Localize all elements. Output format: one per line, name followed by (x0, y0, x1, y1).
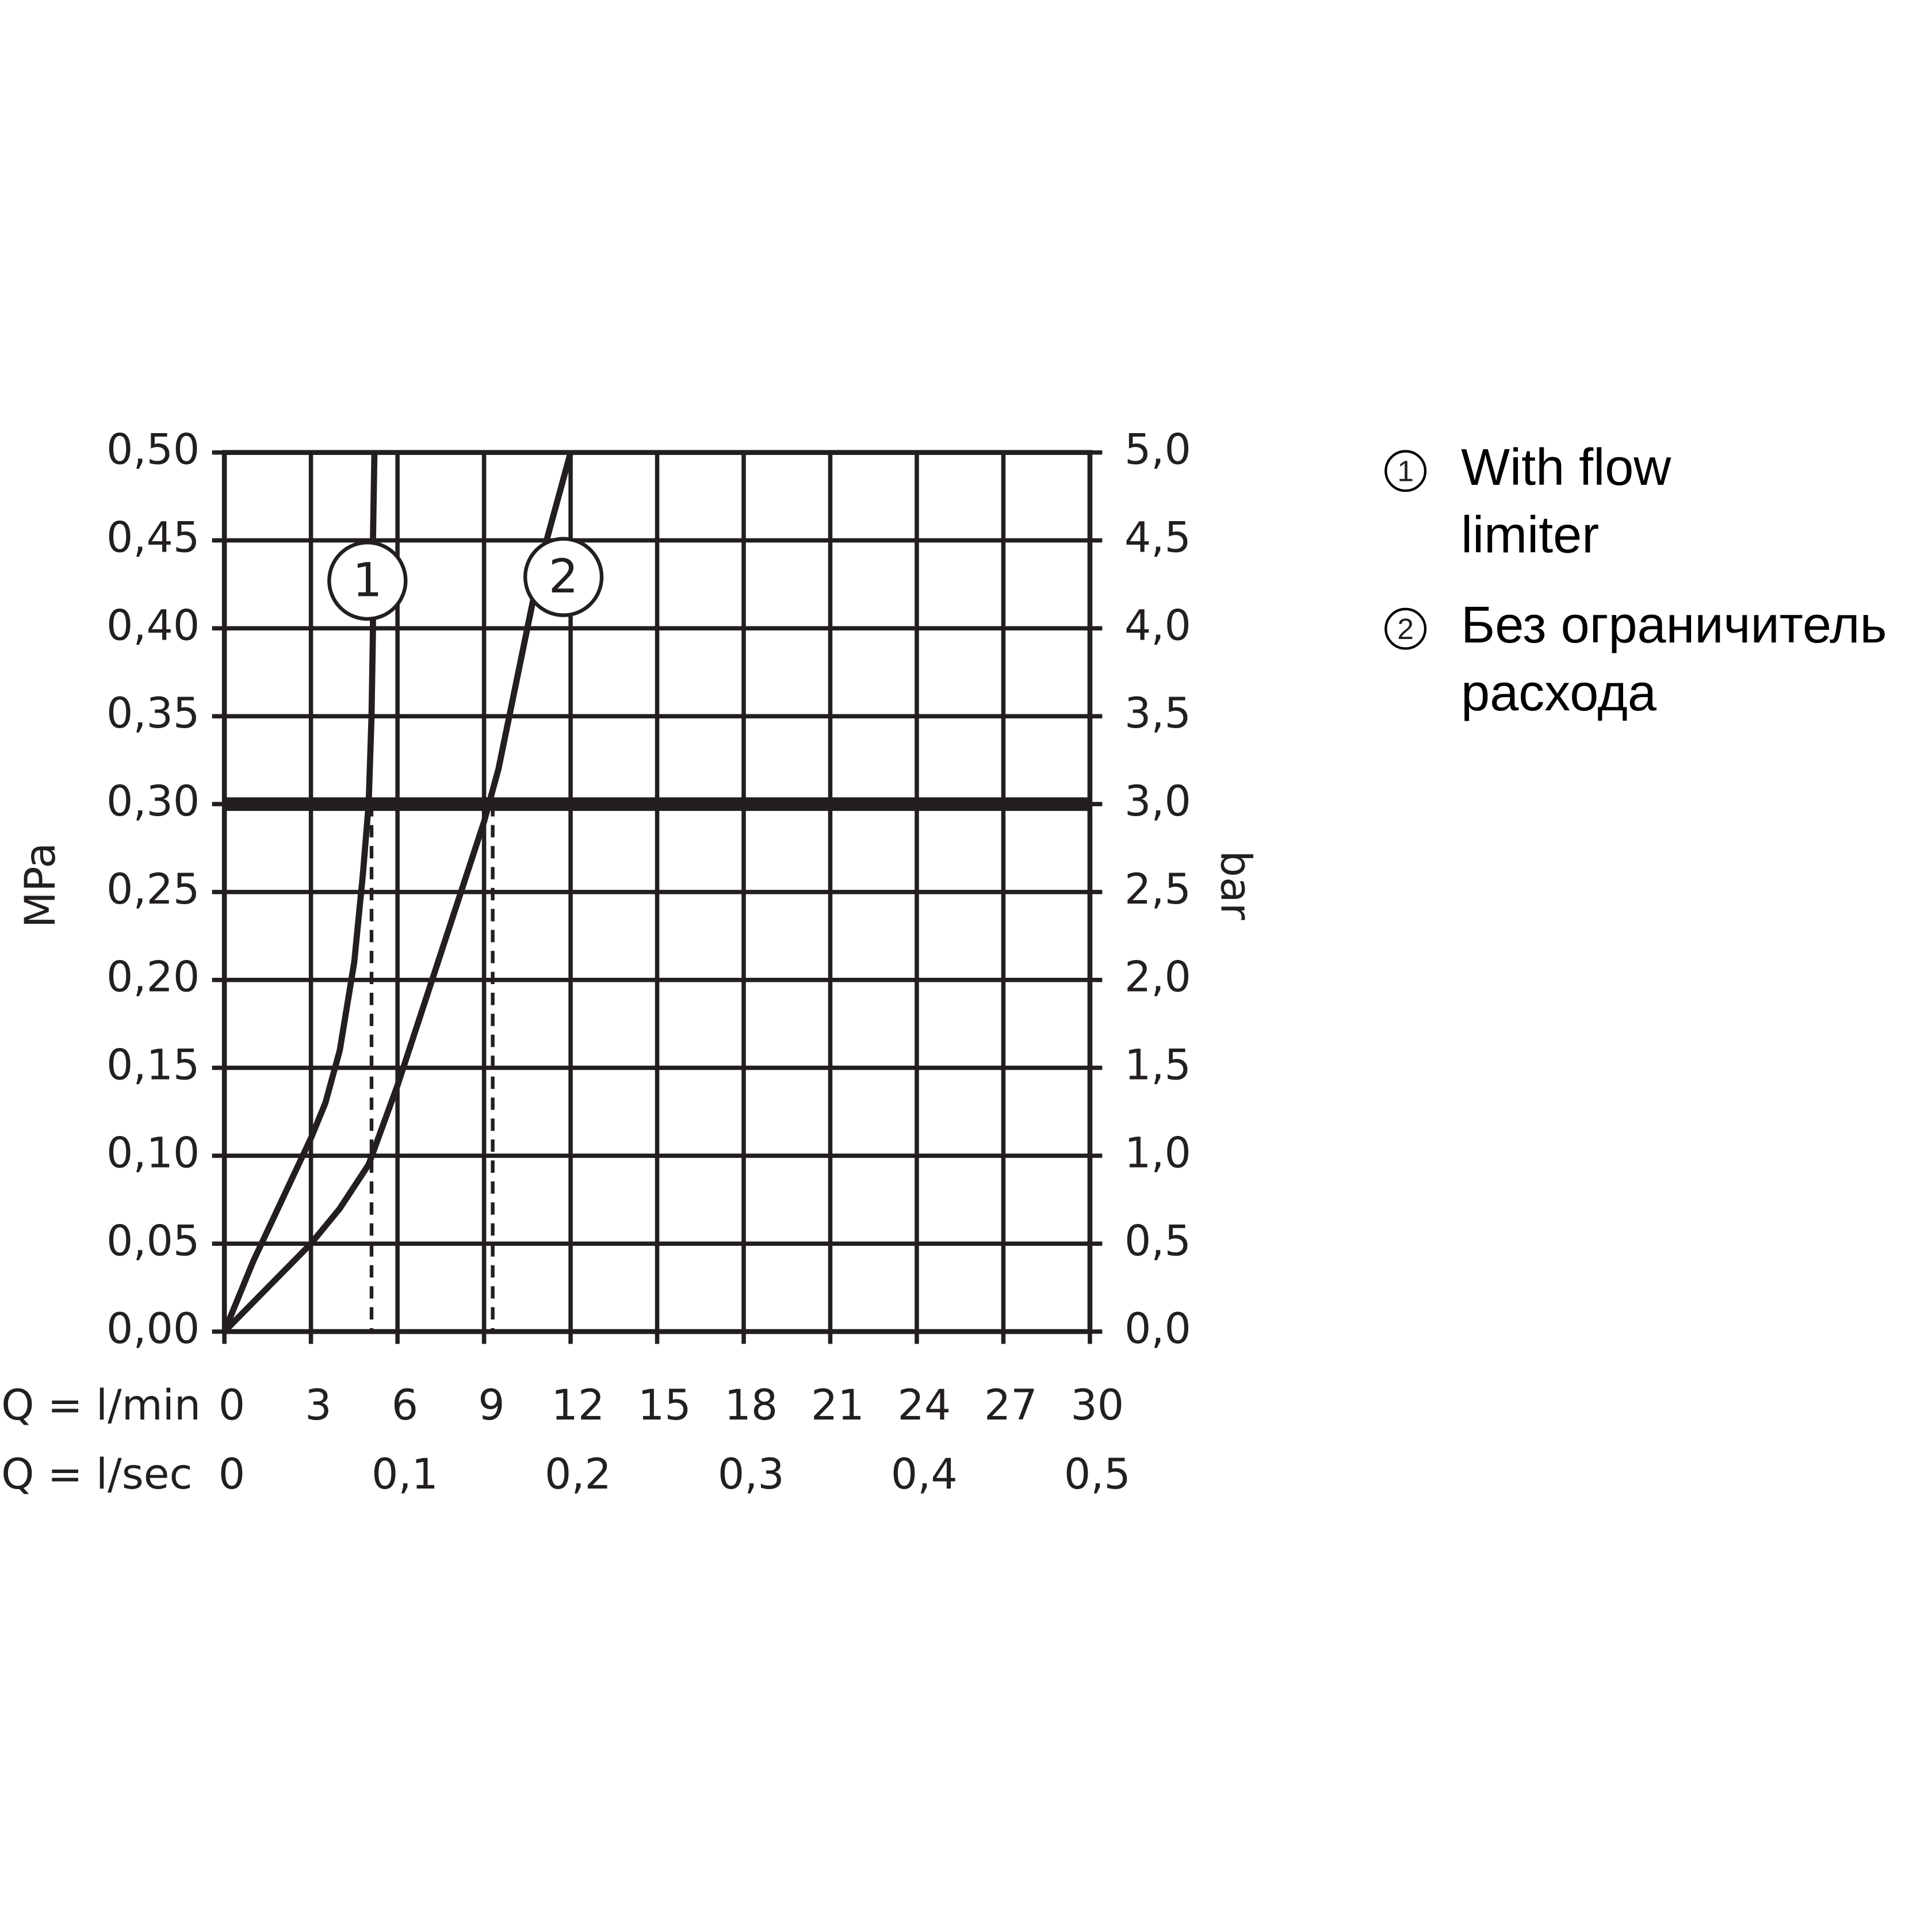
x2-tick-label: 0,4 (891, 1450, 958, 1499)
x-tick-label: 9 (478, 1381, 504, 1430)
y-tick-label: 0,45 (106, 514, 200, 563)
x2-tick-label: 0,5 (1064, 1450, 1131, 1499)
series-marker-circle (327, 540, 408, 621)
x-tick-label: 3 (305, 1381, 331, 1430)
x-tick-label: 0 (219, 1381, 245, 1430)
y2-tick-label: 3,0 (1124, 777, 1191, 826)
x-tick-label: 15 (638, 1381, 691, 1430)
y2-tick-label: 2,0 (1124, 953, 1191, 1002)
y2-tick-label: 0,5 (1124, 1216, 1191, 1265)
legend-marker-circle (1384, 450, 1427, 492)
y-tick-label: 0,10 (106, 1128, 200, 1177)
x-tick-label: 24 (897, 1381, 951, 1430)
y-tick-label: 0,15 (106, 1041, 200, 1090)
y-tick-label: 0,25 (106, 865, 200, 914)
y2-tick-label: 4,0 (1124, 601, 1191, 650)
y2-tick-label: 2,5 (1124, 865, 1191, 914)
x-tick-label: 21 (811, 1381, 864, 1430)
x-tick-label: 18 (725, 1381, 778, 1430)
legend-marker-label: 2 (1397, 612, 1414, 645)
y2-tick-label: 3,5 (1124, 689, 1191, 738)
legend-marker-circle (1384, 607, 1427, 650)
x2-tick-label: 0,1 (372, 1450, 438, 1499)
x2-tick-label: 0 (219, 1450, 245, 1499)
y2-tick-label: 0,0 (1124, 1304, 1191, 1353)
y-tick-label: 0,30 (106, 777, 200, 826)
x-tick-label: 6 (392, 1381, 418, 1430)
legend-marker-label: 1 (1397, 454, 1414, 488)
y-tick-label: 0,40 (106, 601, 200, 650)
legend-entry: With flow limiter (1461, 438, 1671, 564)
y2-tick-label: 5,0 (1124, 426, 1191, 475)
y2-tick-label: 1,0 (1124, 1128, 1191, 1177)
x2-tick-label: 0,2 (545, 1450, 611, 1499)
y2-tick-label: 4,5 (1124, 514, 1191, 563)
plot-frame (221, 450, 1093, 1334)
y-tick-label: 0,05 (106, 1216, 200, 1265)
series-marker-label: 2 (549, 549, 579, 604)
series-marker-label: 1 (353, 553, 382, 607)
y-axis-label: MPa (16, 843, 65, 928)
x2-axis-label: Q = l/sec (1, 1450, 192, 1499)
x-tick-label: 27 (984, 1381, 1038, 1430)
legend-entry: Без ограничитель расхода (1461, 596, 1887, 722)
x2-tick-label: 0,3 (718, 1450, 785, 1499)
series-marker-circle (523, 537, 604, 617)
y2-axis-label: bar (1211, 851, 1260, 920)
x-axis-label: Q = l/min (1, 1381, 201, 1430)
y2-tick-label: 1,5 (1124, 1041, 1191, 1090)
x-tick-label: 12 (552, 1381, 605, 1430)
y-tick-label: 0,35 (106, 689, 200, 738)
x-tick-label: 30 (1070, 1381, 1124, 1430)
y-tick-label: 0,50 (106, 426, 200, 475)
y-tick-label: 0,20 (106, 953, 200, 1002)
series-line (221, 452, 378, 1333)
y-tick-label: 0,00 (106, 1304, 200, 1353)
